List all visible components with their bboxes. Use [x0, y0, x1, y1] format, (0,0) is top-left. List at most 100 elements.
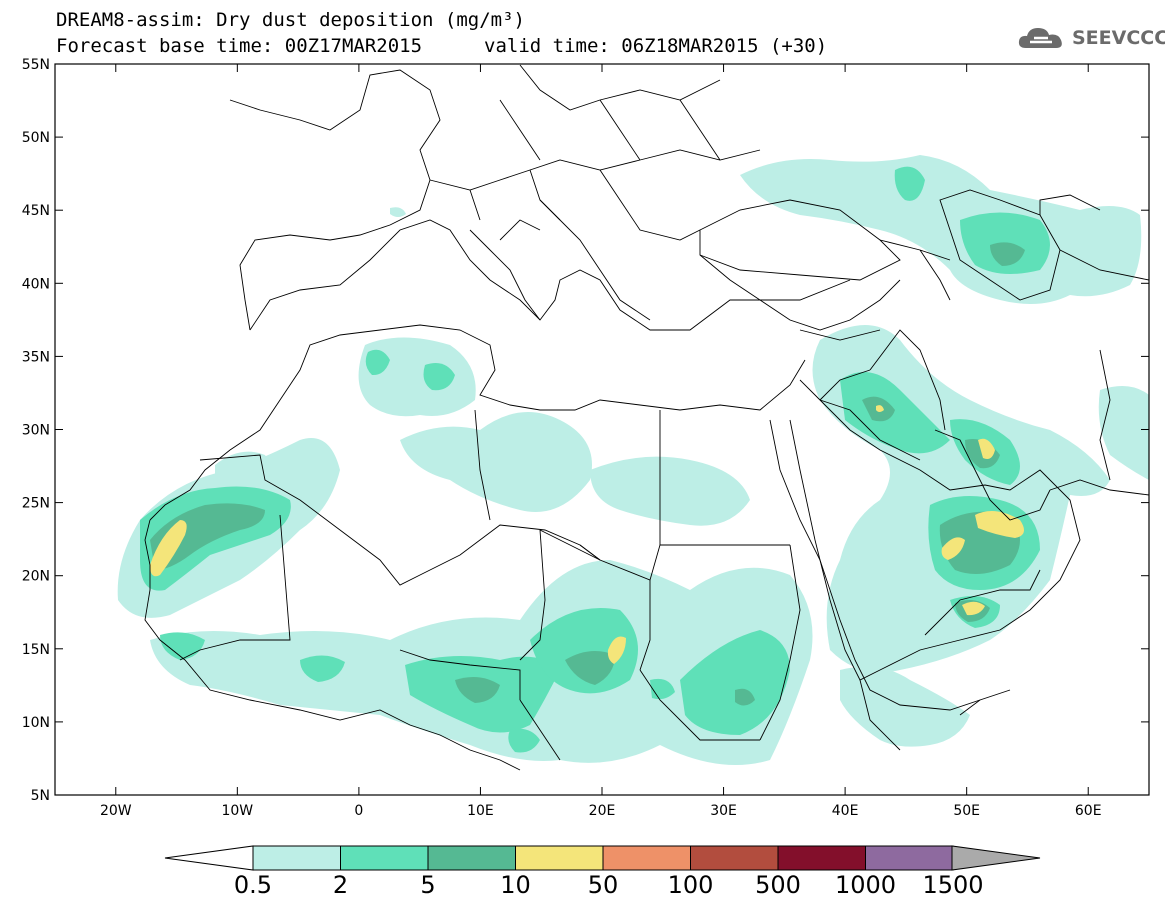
field-chad-east — [530, 608, 638, 694]
legend-color-box — [602, 845, 691, 871]
lon-tick-label: 10E — [467, 803, 494, 819]
legend-label: 1500 — [922, 871, 983, 899]
border-iran-afghan — [1099, 349, 1111, 481]
lat-tick-label: 45N — [22, 203, 50, 219]
coastline-black-sea — [699, 199, 901, 281]
field-coast-peak — [150, 520, 187, 577]
border-turkey-syria — [799, 329, 881, 341]
coastline-scandinavia-baltic — [519, 64, 721, 111]
legend-color-box — [777, 845, 866, 871]
field-horn-africa — [840, 666, 970, 747]
border-mali-burkina — [179, 514, 291, 661]
legend-label: 0.5 — [234, 871, 272, 899]
lon-tick-label: 50E — [953, 803, 980, 819]
dust-deposition-fields — [117, 155, 1149, 765]
legend-label: 5 — [420, 871, 435, 899]
legend-label: 50 — [588, 871, 619, 899]
logo-text: SEEVCCC — [1072, 27, 1165, 49]
legend-color-box — [690, 845, 779, 871]
map-title: DREAM8-assim: Dry dust deposition (mg/m³… — [56, 9, 525, 31]
longitude-axis: 20W 10W 0 10E 20E 30E 40E 50E 60E — [100, 64, 1102, 819]
field-gulf-peak — [978, 438, 995, 459]
lat-tick-label: 30N — [22, 423, 50, 439]
border-europe-2 — [469, 169, 701, 241]
border-libya-chad — [539, 529, 601, 561]
lat-tick-label: 35N — [22, 349, 50, 365]
field-iraq-peak — [876, 405, 884, 412]
field-uae-peak — [975, 511, 1024, 538]
coastline-red-sea-west — [769, 419, 981, 711]
border-sudan-ethiopia — [759, 544, 801, 741]
field-nigeria-core — [455, 676, 500, 703]
border-europe-1 — [429, 149, 761, 191]
lat-tick-label: 10N — [22, 715, 50, 731]
lon-tick-label: 40E — [832, 803, 859, 819]
latitude-axis: 55N 50N 45N 40N 35N 30N 25N 20N 15N 10N 5N — [22, 57, 1149, 804]
legend-label: 1000 — [835, 871, 896, 899]
border-south — [519, 669, 901, 761]
legend-label: 2 — [333, 871, 348, 899]
cloud-logo-icon — [1018, 28, 1062, 48]
field-iran-east — [1098, 386, 1149, 480]
coastline-madagascar-east — [959, 689, 1011, 716]
legend-color-box — [515, 845, 604, 871]
legend-color-box — [865, 845, 954, 871]
legend-label: 500 — [755, 871, 801, 899]
border-nigeria — [399, 649, 521, 700]
coastline-iberia — [239, 224, 391, 331]
field-algeria-east — [423, 362, 455, 391]
border-saudi-iraq — [819, 369, 921, 461]
coastline-france-uk — [229, 69, 441, 226]
coastline-europe-south — [249, 219, 851, 331]
lon-tick-label: 20W — [100, 803, 132, 819]
coastline-north-africa — [149, 324, 806, 521]
field-libya-south — [590, 456, 750, 526]
coastline-west-africa — [144, 519, 521, 771]
legend-label: 10 — [500, 871, 531, 899]
coastline-arabia — [789, 379, 1081, 681]
seevccc-logo: SEEVCCC — [1016, 24, 1165, 52]
border-algeria-libya — [474, 409, 790, 581]
lon-tick-label: 10W — [221, 803, 253, 819]
legend-arrow-right — [951, 845, 1041, 871]
border-central-asia — [1039, 194, 1149, 281]
coastline-balkans — [539, 199, 651, 321]
field-chad-peak — [607, 636, 626, 664]
border-mali-mauritania — [199, 454, 601, 586]
field-cameroon — [508, 728, 540, 753]
legend-color-box — [427, 845, 516, 871]
legend-arrow-left — [164, 845, 254, 871]
lat-tick-label: 55N — [22, 57, 50, 73]
field-algeria-north — [358, 337, 476, 417]
lat-tick-label: 20N — [22, 569, 50, 585]
field-caspian-inner — [990, 242, 1025, 266]
border-saudi-yemen — [924, 569, 1041, 636]
border-caucasus — [879, 239, 951, 301]
border-iran-iraq — [869, 329, 946, 431]
lon-tick-label: 30E — [710, 803, 737, 819]
legend-color-box — [340, 845, 429, 871]
color-legend: 0.5 2 5 10 50 100 500 1000 1500 — [164, 845, 1041, 899]
field-iraq — [840, 372, 950, 454]
field-sahara-central — [400, 412, 592, 512]
lat-tick-label: 50N — [22, 130, 50, 146]
lon-tick-label: 0 — [354, 803, 363, 819]
field-black-sea-east — [894, 166, 925, 201]
country-borders — [144, 64, 1149, 771]
valid-time: valid time: 06Z18MAR2015 (+30) — [484, 35, 828, 57]
lat-tick-label: 5N — [31, 788, 50, 804]
legend-label: 100 — [668, 871, 714, 899]
lon-tick-label: 60E — [1075, 803, 1102, 819]
field-algeria-west — [365, 349, 390, 376]
forecast-base-time: Forecast base time: 00Z17MAR2015 — [56, 35, 423, 57]
coastline-caspian — [939, 189, 1061, 301]
field-sudan-core — [735, 688, 755, 706]
coastline-turkey — [699, 254, 901, 331]
field-mauritania-inland — [215, 451, 272, 492]
legend-color-box — [252, 845, 341, 871]
field-saudi-peak — [941, 537, 965, 560]
lat-tick-label: 15N — [22, 642, 50, 658]
field-sudan — [680, 630, 790, 735]
lon-tick-label: 20E — [589, 803, 616, 819]
